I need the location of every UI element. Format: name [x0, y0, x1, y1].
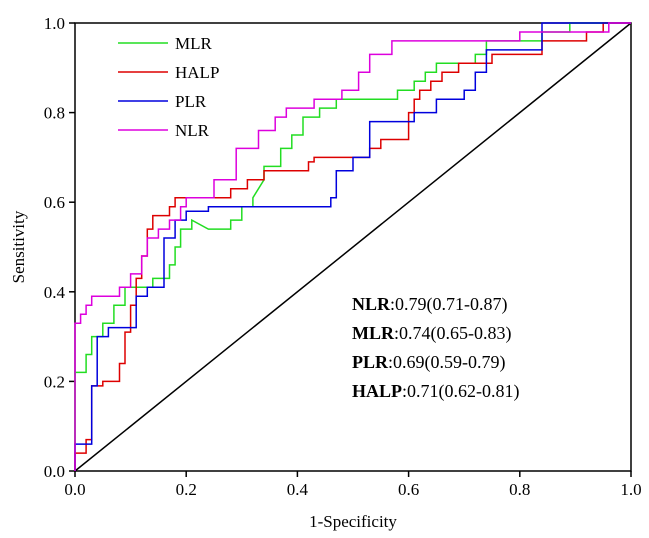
auc-annotation-nlr: NLR:0.79(0.71-0.87): [352, 294, 508, 315]
legend-label-plr: PLR: [175, 92, 207, 111]
x-tick-label: 1.0: [620, 480, 641, 499]
x-tick-label: 0.2: [176, 480, 197, 499]
y-tick-label: 0.4: [44, 283, 66, 302]
x-tick-label: 0.0: [64, 480, 85, 499]
x-tick-label: 0.4: [287, 480, 309, 499]
auc-annotation-plr: PLR:0.69(0.59-0.79): [352, 352, 505, 373]
auc-annotation-value: :0.74(0.65-0.83): [394, 323, 511, 344]
x-tick-label: 0.6: [398, 480, 419, 499]
plot-area: 0.0 0.2 0.4 0.6 0.8 1.0 0.0 0.2 0.4 0.6 0.8 1.0 MLR H…: [44, 14, 642, 499]
auc-annotation-name: PLR: [352, 352, 389, 372]
y-tick-label: 1.0: [44, 14, 65, 33]
y-tick-label: 0.8: [44, 104, 65, 123]
auc-annotation-halp: HALP:0.71(0.62-0.81): [352, 381, 520, 402]
roc-curve-plr: [74, 22, 631, 471]
y-axis-title: Sensitivity: [9, 210, 28, 283]
roc-curve-halp: [74, 22, 631, 471]
x-tick-label: 0.8: [509, 480, 530, 499]
auc-annotation-mlr: MLR:0.74(0.65-0.83): [352, 323, 511, 344]
plot-frame: [74, 22, 632, 472]
legend-label-mlr: MLR: [175, 34, 213, 53]
legend-label-nlr: NLR: [175, 121, 210, 140]
y-tick-label: 0.6: [44, 193, 65, 212]
auc-annotation-value: :0.71(0.62-0.81): [402, 381, 519, 402]
roc-curve-nlr: [74, 22, 631, 471]
auc-annotation-value: :0.79(0.71-0.87): [390, 294, 507, 315]
reference-diagonal: [74, 22, 632, 472]
x-axis-title: 1-Specificity: [309, 512, 397, 531]
y-tick-label: 0.0: [44, 462, 65, 481]
auc-annotation-name: MLR: [352, 323, 395, 343]
auc-annotation-value: :0.69(0.59-0.79): [388, 352, 505, 373]
auc-annotation-name: NLR: [352, 294, 391, 314]
auc-annotation-name: HALP: [352, 381, 402, 401]
legend-label-halp: HALP: [175, 63, 219, 82]
y-tick-label: 0.2: [44, 372, 65, 391]
